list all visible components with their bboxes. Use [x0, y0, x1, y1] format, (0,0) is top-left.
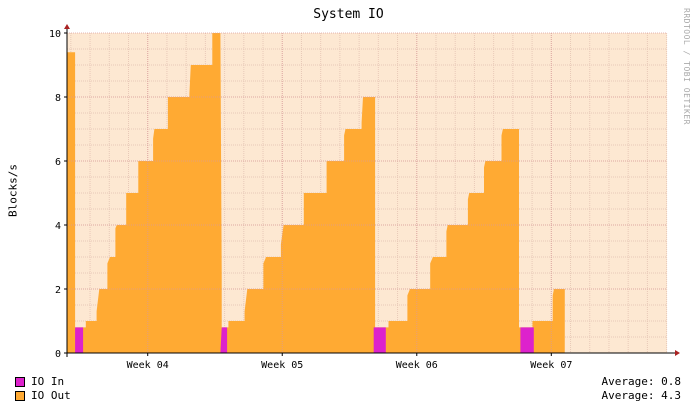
y-tick-label: 4 [55, 221, 61, 232]
x-tick-label: Week 04 [127, 360, 169, 371]
legend-item-io-out: IO Out [15, 389, 71, 402]
y-tick-label: 6 [55, 157, 61, 168]
x-tick-label: Week 05 [261, 360, 303, 371]
legend-label-io-in: IO In [31, 375, 65, 388]
legend-swatch-io-in [15, 376, 25, 387]
legend-label-io-out: IO Out [31, 389, 71, 402]
average-io-in: Average: 0.8 [601, 375, 681, 388]
legend-swatch-io-out [15, 390, 25, 401]
y-axis-arrow [64, 24, 70, 29]
y-tick-label: 10 [49, 29, 61, 40]
x-tick-label: Week 07 [530, 360, 572, 371]
y-tick-label: 2 [55, 285, 61, 296]
y-tick-label: 0 [55, 349, 61, 360]
y-tick-label: 8 [55, 93, 61, 104]
x-axis-arrow [675, 350, 680, 356]
chart-title: System IO [313, 7, 384, 22]
watermark-text: RRDTOOL / TOBI OETIKER [682, 8, 691, 125]
series-area-io-out [67, 33, 565, 353]
x-tick-label: Week 06 [396, 360, 438, 371]
average-io-out: Average: 4.3 [601, 389, 681, 402]
legend-item-io-in: IO In [15, 375, 64, 388]
